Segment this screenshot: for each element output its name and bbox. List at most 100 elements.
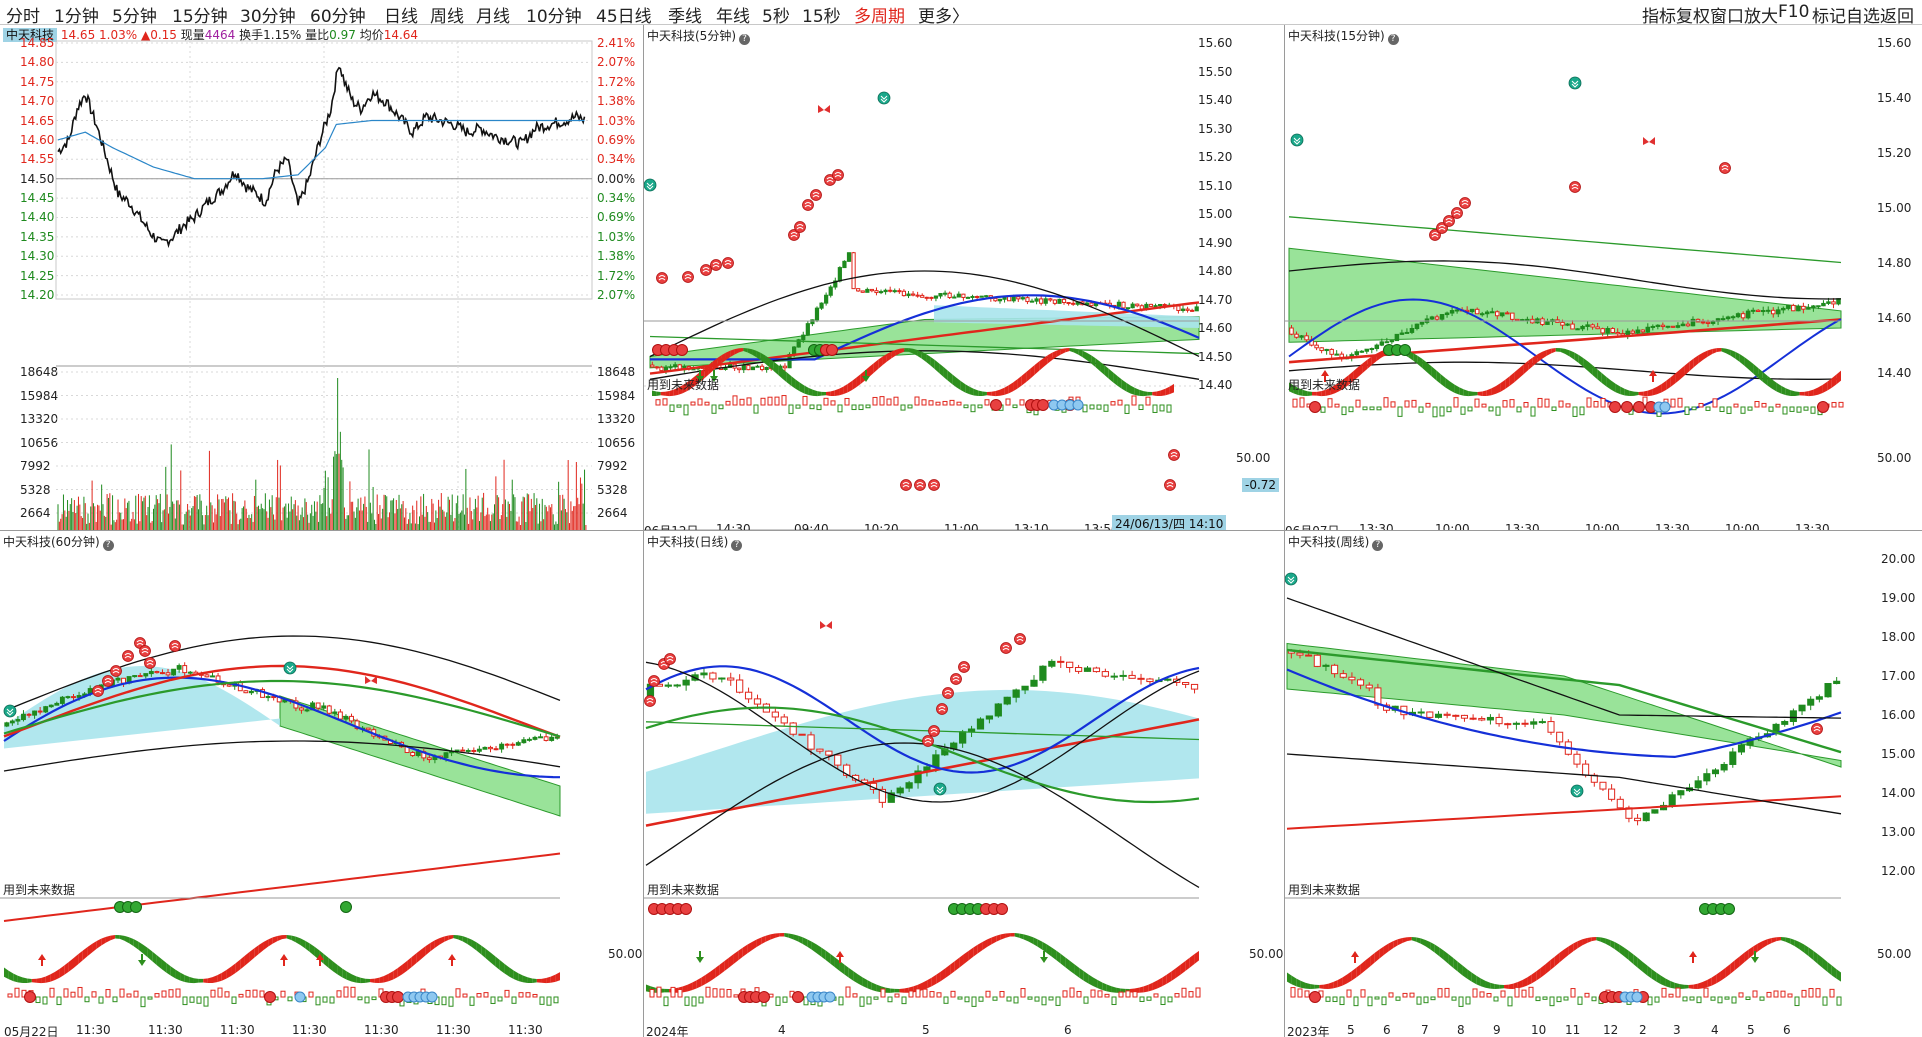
back-button[interactable]: 返回: [1880, 7, 1914, 27]
oscillator-band: [747, 348, 753, 355]
oscillator-band: [1457, 961, 1463, 976]
oscillator-band: [1739, 354, 1745, 366]
axis-tick-label: 14.80: [1198, 264, 1233, 278]
oscillator-band: [773, 361, 779, 375]
candle-body: [1021, 685, 1029, 691]
candle-body: [994, 703, 1002, 717]
candle-body: [343, 715, 349, 720]
candle-body: [764, 366, 769, 371]
stock-name[interactable]: 中天科技: [3, 28, 58, 42]
down-arrow-icon: [696, 951, 704, 963]
histogram-bar: [56, 996, 62, 1006]
help-icon[interactable]: ?: [739, 34, 750, 45]
oscillator-band: [1790, 390, 1795, 397]
oscillator-band: [8, 970, 14, 982]
tab-5min[interactable]: 5分钟: [112, 7, 157, 27]
up-arrow-icon: [448, 954, 456, 966]
candle-body: [1011, 296, 1016, 302]
oscillator-band: [686, 379, 692, 392]
oscillator-band: [263, 939, 269, 951]
tab-5sec[interactable]: 5秒: [762, 7, 790, 27]
histogram-bar: [1670, 398, 1676, 408]
histogram-bar: [14, 987, 20, 998]
oscillator-band: [203, 978, 208, 984]
candle-body: [1730, 316, 1736, 319]
candle-body: [521, 739, 527, 744]
fuquan-button[interactable]: 复权: [1676, 7, 1710, 27]
buy-signal-icon-glyph: [930, 482, 938, 488]
tab-15sec[interactable]: 15秒: [802, 7, 841, 27]
kline-chart-day[interactable]: [644, 531, 1284, 1037]
histogram-bar: [371, 996, 377, 1001]
tab-1min[interactable]: 1分钟: [54, 7, 99, 27]
mark-button[interactable]: 标记: [1812, 7, 1846, 27]
time-label: 10:00: [1585, 522, 1620, 530]
oscillator-band: [1453, 957, 1458, 972]
axis-tick-label: 15984: [597, 388, 636, 403]
help-icon[interactable]: ?: [731, 540, 743, 551]
tab-season[interactable]: 季线: [668, 7, 702, 27]
candle-body: [825, 750, 833, 756]
oscillator-band: [300, 938, 306, 949]
histogram-bar: [1647, 996, 1653, 1006]
tab-more[interactable]: 更多〉: [918, 7, 969, 27]
candle-body: [1807, 698, 1815, 706]
change-amount: ▲0.15: [140, 28, 177, 42]
oscillator-band: [1402, 937, 1408, 943]
oscillator-band: [927, 977, 932, 989]
tab-multi-period[interactable]: 多周期: [854, 7, 905, 27]
oscillator-band: [1093, 977, 1098, 989]
oscillator-band: [1108, 368, 1114, 383]
intraday-chart[interactable]: [0, 25, 643, 530]
histogram-bar: [816, 404, 822, 411]
tab-30min[interactable]: 30分钟: [240, 7, 296, 27]
axis-tick-label: 5328: [20, 482, 51, 497]
oscillator-band: [1008, 382, 1014, 394]
oscillator-band: [1010, 933, 1015, 937]
oscillator-band: [1725, 964, 1731, 978]
histogram-bar: [733, 994, 739, 998]
kline-chart-15min[interactable]: [1285, 25, 1922, 530]
f10-button[interactable]: F10: [1778, 2, 1810, 22]
oscillator-band: [1574, 352, 1579, 364]
oscillator-band: [495, 956, 500, 970]
oscillator-band: [1440, 374, 1446, 388]
tab-fenshi[interactable]: 分时: [6, 7, 40, 27]
oscillator-band: [873, 359, 879, 373]
kline-chart-week[interactable]: [1285, 531, 1922, 1037]
tab-month[interactable]: 月线: [476, 7, 510, 27]
oscillator-band: [1827, 378, 1832, 391]
kline-chart-5min[interactable]: [644, 25, 1284, 530]
oscillator-band: [193, 978, 199, 984]
window-button[interactable]: 窗口: [1710, 7, 1744, 27]
histogram-bar: [970, 404, 976, 413]
tab-year[interactable]: 年线: [716, 7, 750, 27]
candle-body: [532, 736, 538, 740]
histogram-bar: [676, 404, 682, 408]
ma-line-blue: [650, 294, 1200, 361]
oscillator-band: [1588, 361, 1593, 376]
candle-body: [718, 677, 726, 680]
watchlist-button[interactable]: 自选: [1846, 7, 1880, 27]
oscillator-band: [807, 939, 812, 950]
oscillator-band: [1148, 982, 1153, 992]
indicator-button[interactable]: 指标: [1642, 7, 1676, 27]
help-icon[interactable]: ?: [1387, 34, 1399, 45]
tab-15min[interactable]: 15分钟: [172, 7, 228, 27]
panel-week: 中天科技(周线)? 用到未来数据 16.5016.0015.5015.0014.…: [1285, 531, 1922, 1037]
tab-45day[interactable]: 45日线: [596, 7, 652, 27]
candle-body: [1374, 687, 1382, 706]
zoom-button[interactable]: 放大: [1744, 7, 1778, 27]
help-icon[interactable]: ?: [1372, 540, 1384, 551]
tab-day[interactable]: 日线: [384, 7, 418, 27]
tab-10min[interactable]: 10分钟: [526, 7, 582, 27]
candle-body: [1585, 324, 1590, 327]
oscillator-band: [1111, 986, 1117, 993]
kline-chart-60min[interactable]: [0, 531, 643, 1037]
tab-60min[interactable]: 60分钟: [310, 7, 366, 27]
axis-tick-label: 15.40: [1198, 93, 1233, 107]
help-icon[interactable]: ?: [102, 540, 114, 551]
buy-signal-icon-glyph: [1016, 636, 1024, 642]
candle-body: [1710, 320, 1716, 324]
tab-week[interactable]: 周线: [430, 7, 464, 27]
